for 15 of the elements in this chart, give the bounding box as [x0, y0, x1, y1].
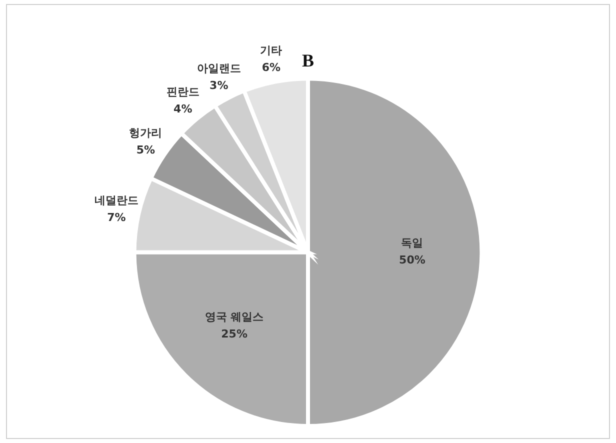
chart-title: B [302, 50, 314, 70]
slice-label: 기타 [260, 44, 282, 57]
slice-label: 네덜란드 [94, 194, 138, 207]
data-label: 25% [221, 327, 248, 340]
slice-label: 헝가리 [129, 126, 162, 140]
slice-label: 핀란드 [166, 85, 200, 98]
data-label: 4% [174, 102, 192, 116]
data-label: 3% [210, 78, 228, 92]
data-label: 7% [107, 210, 126, 224]
slice-label: 영국 웨일스 [204, 310, 264, 324]
data-label: 5% [136, 143, 156, 156]
data-label: 6% [262, 60, 281, 74]
data-label: 50% [399, 254, 426, 267]
slice-label: 아일랜드 [196, 62, 241, 75]
slice-label: 독일 [401, 236, 424, 250]
